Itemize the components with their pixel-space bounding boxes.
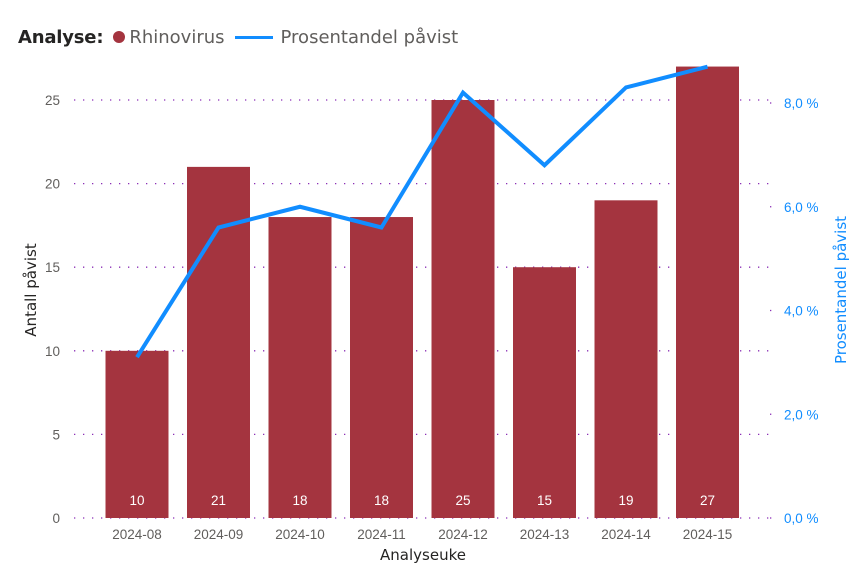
y-tick-label: 0 xyxy=(52,511,60,526)
legend-label: Prosentandel påvist xyxy=(280,26,459,48)
data-labels: 10 21 18 18 25 15 19 27 xyxy=(129,493,715,508)
x-tick-label: 2024-14 xyxy=(601,527,651,542)
legend: Analyse: Rhinovirus Prosentandel påvist xyxy=(18,24,458,50)
y2-tick-label: 6,0 % xyxy=(784,200,819,215)
legend-item-rhinovirus[interactable]: Rhinovirus xyxy=(113,26,225,48)
bar[interactable] xyxy=(513,267,576,518)
gridlines xyxy=(74,99,778,519)
x-tick-label: 2024-08 xyxy=(112,527,162,542)
bar-data-label: 19 xyxy=(618,493,633,508)
bar-data-label: 18 xyxy=(292,493,307,508)
x-tick-label: 2024-15 xyxy=(683,527,733,542)
bar[interactable] xyxy=(594,200,658,518)
y-axis-left: 0 5 10 15 20 25 xyxy=(45,93,60,526)
y-tick-label: 25 xyxy=(45,93,60,108)
y2-tick-label: 8,0 % xyxy=(784,96,819,111)
bar-data-label: 15 xyxy=(537,493,552,508)
y-axis-right: 0,0 % 2,0 % 4,0 % 6,0 % 8,0 % xyxy=(784,96,819,526)
bar-data-label: 10 xyxy=(129,493,144,508)
x-tick-label: 2024-09 xyxy=(194,527,244,542)
y2-tick-label: 2,0 % xyxy=(784,407,819,422)
bar[interactable] xyxy=(431,100,495,518)
bar-data-label: 21 xyxy=(211,493,226,508)
x-axis: 2024-08 2024-09 2024-10 2024-11 2024-12 2024-… xyxy=(112,527,732,542)
bar-data-label: 25 xyxy=(455,493,470,508)
line-marker-icon xyxy=(234,35,273,39)
y-axis-right-title: Prosentandel påvist xyxy=(832,216,850,364)
x-tick-label: 2024-10 xyxy=(275,527,325,542)
circle-marker-icon xyxy=(113,31,126,43)
bar[interactable] xyxy=(676,66,739,518)
x-axis-title: Analyseuke xyxy=(380,546,466,564)
y2-tick-label: 0,0 % xyxy=(784,511,819,526)
bar-data-label: 27 xyxy=(700,493,715,508)
legend-item-prosentandel[interactable]: Prosentandel påvist xyxy=(225,26,459,48)
bar[interactable] xyxy=(187,166,250,518)
x-tick-label: 2024-11 xyxy=(357,527,406,542)
y-tick-label: 20 xyxy=(45,177,60,192)
bar[interactable] xyxy=(105,350,169,518)
line-path[interactable] xyxy=(135,64,708,359)
legend-label: Rhinovirus xyxy=(129,26,225,48)
line-series-prosentandel xyxy=(135,64,708,359)
y-tick-label: 15 xyxy=(45,260,60,275)
y-tick-label: 10 xyxy=(45,344,60,359)
y2-tick-label: 4,0 % xyxy=(784,304,819,319)
bar-series-rhinovirus xyxy=(105,66,739,519)
bar[interactable] xyxy=(268,217,332,519)
bar[interactable] xyxy=(350,217,413,519)
legend-title: Analyse: xyxy=(18,26,104,48)
y-tick-label: 5 xyxy=(52,427,60,442)
bar-data-label: 18 xyxy=(374,493,389,508)
y-axis-left-title: Antall påvist xyxy=(22,243,40,337)
x-tick-label: 2024-12 xyxy=(438,527,488,542)
x-tick-label: 2024-13 xyxy=(520,527,570,542)
